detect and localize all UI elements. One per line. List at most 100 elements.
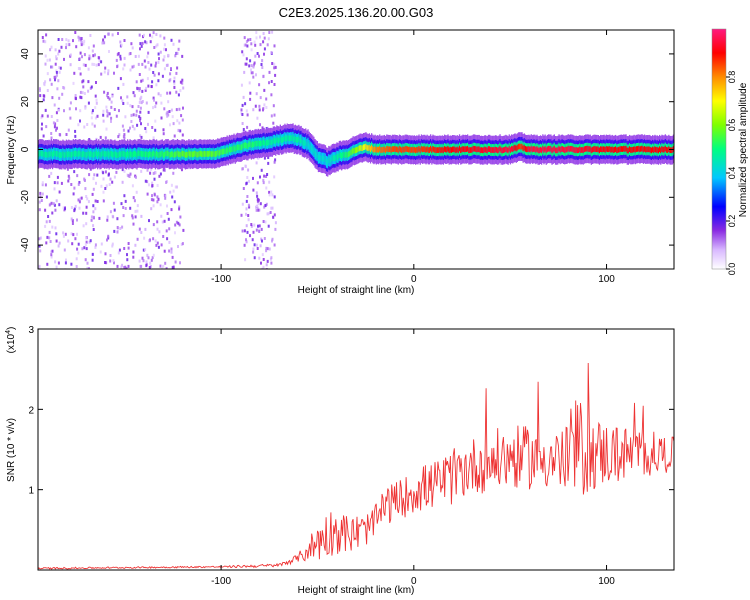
heatmap-cell (67, 128, 70, 132)
heatmap-cell (140, 122, 142, 126)
heatmap-cell (347, 151, 350, 158)
heatmap-cell (152, 204, 155, 208)
heatmap-cell (497, 147, 499, 154)
heatmap-cell (174, 231, 176, 235)
heatmap-cell (600, 146, 602, 152)
heatmap-cell (324, 156, 327, 163)
heatmap-cell (365, 143, 367, 150)
heatmap-cell (168, 227, 171, 231)
heatmap-cell (132, 255, 135, 259)
heatmap-cell (244, 258, 247, 262)
heatmap-cell (145, 101, 148, 105)
heatmap-cell (58, 241, 61, 245)
heatmap-cell (123, 39, 126, 42)
heatmap-cell (44, 62, 47, 66)
heatmap-cell (572, 146, 574, 152)
heatmap-cell (166, 237, 169, 241)
heatmap-cell (106, 215, 109, 219)
heatmap-cell (166, 212, 169, 215)
heatmap-cell (84, 258, 87, 262)
heatmap-cell (395, 146, 397, 153)
heatmap-cell (593, 146, 595, 152)
heatmap-cell (630, 147, 632, 153)
heatmap-cell (402, 146, 404, 153)
heatmap-cell (66, 167, 69, 171)
heatmap-cell (40, 199, 43, 202)
heatmap-cell (74, 204, 77, 208)
heatmap-cell (528, 146, 530, 152)
heatmap-cell (138, 87, 141, 91)
heatmap-cell (334, 155, 336, 161)
heatmap-cell (258, 141, 261, 147)
heatmap-cell (252, 176, 254, 180)
heatmap-cell (146, 253, 149, 257)
heatmap-cell (256, 181, 259, 185)
heatmap-cell (259, 96, 262, 100)
heatmap-cell (246, 113, 249, 117)
heatmap-cell (129, 150, 131, 157)
heatmap-cell (168, 152, 170, 158)
heatmap-cell (545, 147, 547, 154)
heatmap-cell (605, 146, 608, 152)
heatmap-cell (121, 180, 124, 184)
heatmap-cell (107, 236, 110, 240)
heatmap-cell (319, 154, 321, 161)
heatmap-cell (159, 264, 162, 268)
heatmap-cell (81, 247, 84, 251)
heatmap-cell (648, 146, 650, 153)
heatmap-cell (380, 147, 382, 153)
heatmap-cell (460, 147, 462, 153)
heatmap-cell (81, 91, 84, 95)
heatmap-cell (38, 244, 41, 248)
heatmap-cell (660, 147, 662, 154)
heatmap-cell (84, 63, 87, 67)
heatmap-cell (259, 175, 261, 179)
heatmap-cell (177, 93, 180, 97)
heatmap-cell (85, 240, 88, 244)
heatmap-cell (82, 224, 85, 228)
colorbar-tick-label: 0.8 (727, 71, 737, 84)
heatmap-cell (591, 146, 594, 153)
heatmap-cell (123, 133, 126, 137)
heatmap-cell (170, 108, 173, 112)
heatmap-cell (92, 215, 95, 219)
heatmap-cell (480, 147, 483, 153)
heatmap-cell (99, 135, 102, 139)
heatmap-cell (165, 63, 168, 67)
heatmap-cell (123, 169, 126, 173)
heatmap-cell (565, 146, 567, 153)
heatmap-cell (530, 145, 532, 152)
heatmap-cell (64, 152, 66, 158)
heatmap-cell (64, 261, 67, 265)
heatmap-cell (585, 146, 587, 152)
heatmap-cell (124, 207, 127, 210)
heatmap-cell (174, 223, 177, 227)
heatmap-cell (65, 46, 67, 50)
heatmap-cell (68, 43, 71, 47)
heatmap-cell (580, 147, 582, 153)
heatmap-cell (93, 124, 96, 128)
heatmap-cell (226, 147, 228, 153)
heatmap-cell (82, 42, 85, 46)
heatmap-cell (329, 158, 331, 164)
heatmap-cell (486, 147, 488, 154)
heatmap-cell (166, 91, 169, 95)
heatmap-cell (176, 119, 179, 123)
heatmap-cell (160, 101, 163, 105)
heatmap-cell (553, 145, 555, 152)
heatmap-cell (477, 146, 479, 153)
heatmap-cell (272, 121, 275, 125)
heatmap-cell (55, 57, 58, 61)
heatmap-cell (257, 208, 260, 212)
heatmap-cell (531, 146, 534, 153)
heatmap-cell (461, 146, 463, 153)
y-tick-label: -40 (20, 237, 31, 252)
heatmap-cell (175, 90, 178, 94)
heatmap-cell (53, 181, 56, 185)
heatmap-cell (77, 242, 80, 246)
heatmap-cell (263, 205, 266, 209)
heatmap-cell (202, 151, 204, 158)
heatmap-cell (153, 46, 156, 49)
heatmap-cell (543, 147, 545, 153)
